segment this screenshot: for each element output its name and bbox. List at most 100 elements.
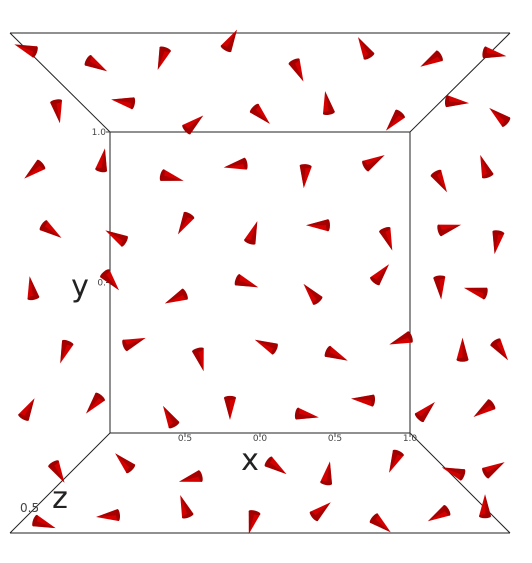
cone-shade xyxy=(48,463,65,483)
cone-shade xyxy=(250,108,270,124)
cone xyxy=(96,509,121,522)
cone-base xyxy=(324,345,331,357)
cone xyxy=(223,157,248,170)
cone-shade xyxy=(389,331,411,345)
cone xyxy=(24,159,46,179)
cone-shade xyxy=(446,101,469,108)
cone-shade xyxy=(60,340,68,364)
cone-shade xyxy=(100,273,119,291)
cone-base xyxy=(482,172,494,179)
cone xyxy=(39,220,62,238)
cone xyxy=(249,103,270,124)
cone-body xyxy=(115,453,135,473)
cone-shade xyxy=(248,511,255,534)
cone xyxy=(122,337,146,352)
cone-shade xyxy=(480,154,494,176)
cone-shade xyxy=(492,231,499,255)
cone-shade xyxy=(325,351,348,361)
cone xyxy=(370,264,389,286)
cone-base xyxy=(115,509,121,522)
cone-base xyxy=(39,220,48,231)
cone-base xyxy=(264,456,273,467)
cone-shade xyxy=(50,101,60,124)
cone-base xyxy=(435,50,443,62)
cone xyxy=(163,405,180,429)
cone xyxy=(389,331,413,345)
cone-base xyxy=(501,117,511,127)
cone-base xyxy=(48,460,59,468)
cone-base xyxy=(159,169,165,181)
cone xyxy=(490,338,509,361)
cone-base xyxy=(243,157,248,170)
cone-shade xyxy=(303,283,323,301)
cone xyxy=(306,219,330,232)
cone xyxy=(427,504,451,522)
cone-shade xyxy=(24,159,42,179)
cone-shade xyxy=(325,91,335,113)
cone-shade xyxy=(326,461,333,485)
cone-base xyxy=(395,109,405,118)
cone xyxy=(105,230,128,247)
cone-shade xyxy=(439,224,462,237)
cone-shade xyxy=(489,107,510,123)
cone-shade xyxy=(32,520,56,529)
cone-shade xyxy=(111,97,134,104)
cone-base xyxy=(379,227,391,233)
cone-base xyxy=(326,219,330,232)
cone xyxy=(430,169,447,193)
cone xyxy=(32,514,56,529)
cone-base xyxy=(444,95,450,108)
cone-base xyxy=(312,296,323,305)
cone-shade xyxy=(223,157,246,168)
cone-base xyxy=(27,295,40,301)
x-tick-label: 0.0 xyxy=(253,434,268,444)
cone-shade xyxy=(23,398,35,421)
cone-shade xyxy=(485,494,491,517)
cone-shade xyxy=(365,155,385,172)
y-tick-label: 1.0 xyxy=(92,128,107,138)
cone-base xyxy=(322,110,335,116)
cone-base xyxy=(370,276,380,286)
x-tick-label: 1.0 xyxy=(403,434,418,444)
cone xyxy=(322,91,335,116)
cone xyxy=(180,495,194,519)
cone-shade xyxy=(254,339,278,350)
cone-base xyxy=(159,46,171,53)
cone xyxy=(178,211,195,235)
cone xyxy=(309,502,331,522)
cone-shade xyxy=(192,350,204,372)
cone-base xyxy=(168,421,180,429)
cone-base xyxy=(36,159,46,170)
cone-base xyxy=(130,97,136,110)
cone xyxy=(362,155,385,172)
cone xyxy=(157,46,171,70)
cone-base xyxy=(309,511,319,522)
cone xyxy=(351,394,376,407)
cone xyxy=(60,339,74,364)
cone xyxy=(437,224,462,237)
cone xyxy=(178,470,203,482)
x-tick-label: 0.5 xyxy=(328,434,342,444)
cone xyxy=(182,115,204,135)
cone-base xyxy=(182,124,191,135)
cone-base xyxy=(183,211,195,219)
cone-shade xyxy=(85,60,108,72)
cone-base xyxy=(492,230,505,235)
cone-base xyxy=(95,167,108,173)
cone-shade xyxy=(296,413,319,420)
cone xyxy=(115,453,136,474)
cone-shade xyxy=(299,165,306,189)
cone-base xyxy=(271,343,278,355)
cone xyxy=(473,399,496,417)
cone-base xyxy=(430,169,442,177)
cone-shade xyxy=(462,337,469,360)
cone-base xyxy=(490,338,501,346)
cone-shade xyxy=(389,450,399,473)
cone xyxy=(84,54,108,72)
cone xyxy=(358,37,375,60)
cone xyxy=(433,275,446,300)
cone-base xyxy=(197,470,203,482)
cone-shade xyxy=(86,392,101,414)
cone xyxy=(248,510,261,534)
cone-shade xyxy=(419,402,435,422)
